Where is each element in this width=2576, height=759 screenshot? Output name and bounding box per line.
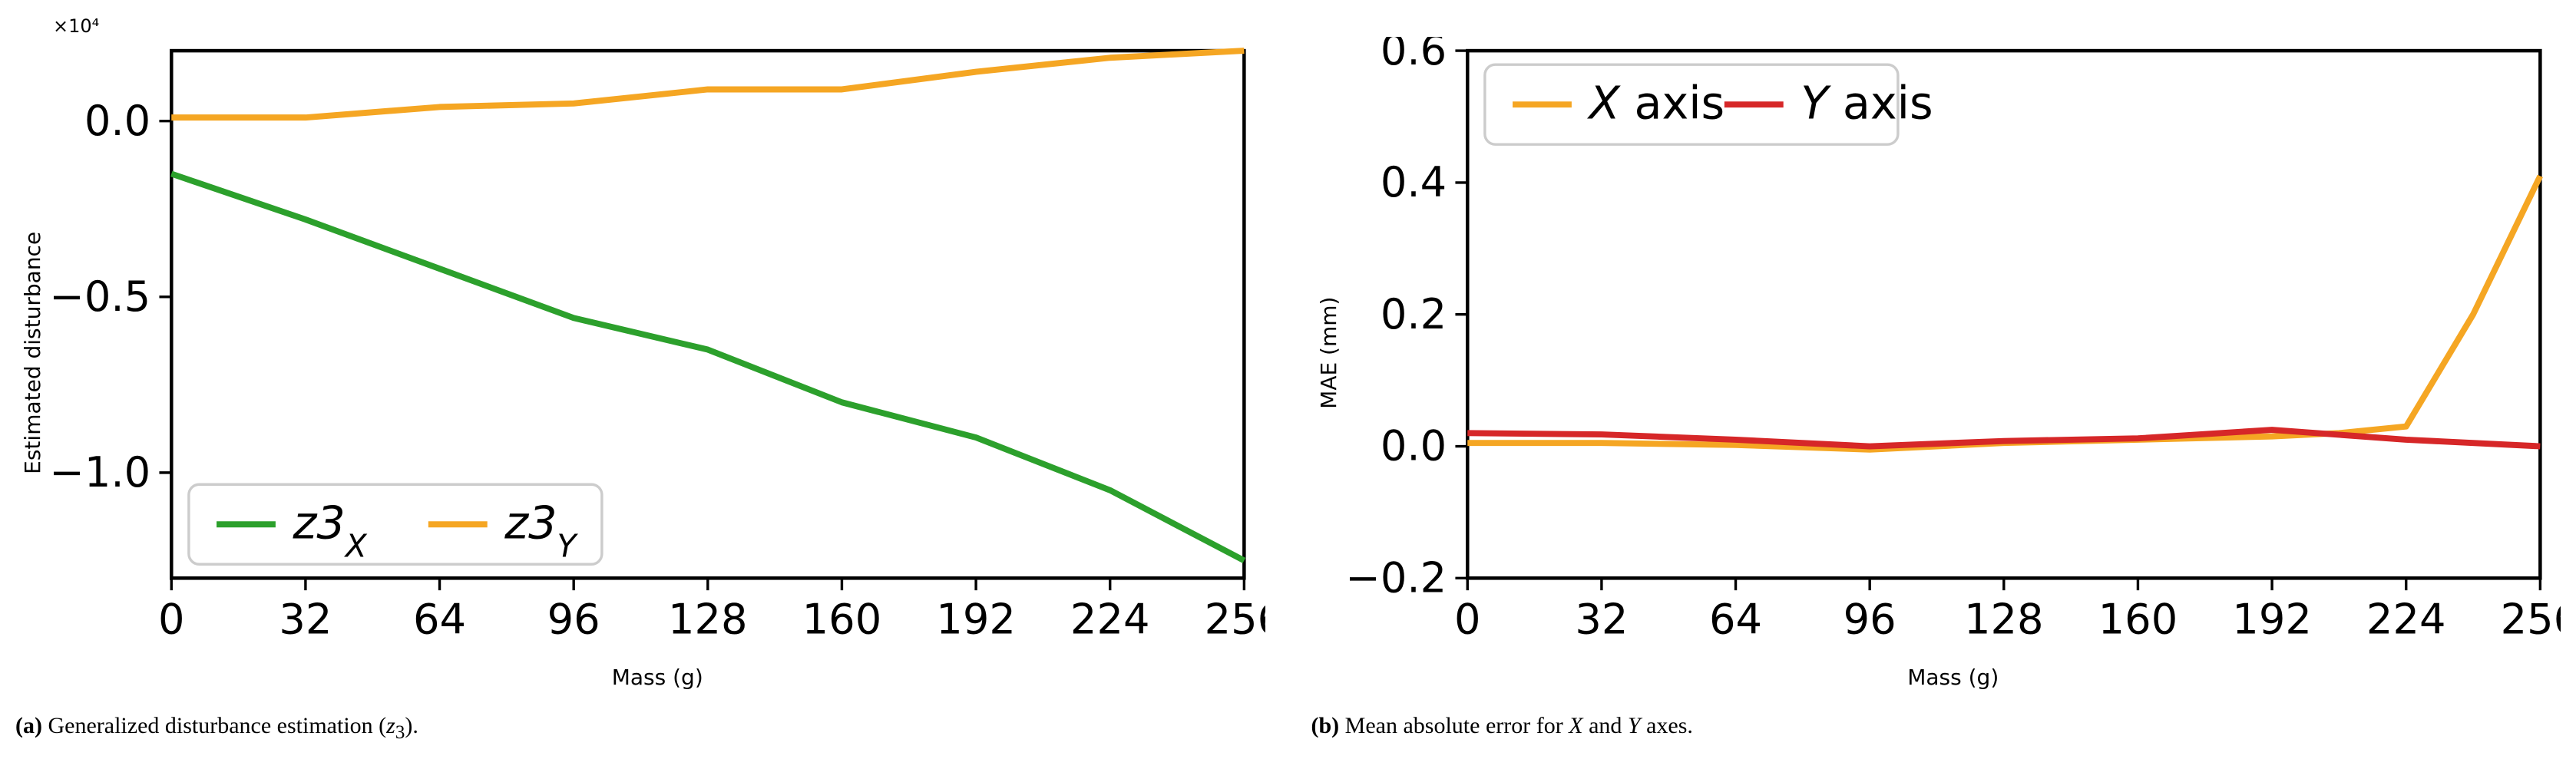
figure-row: Estimated disturbance ×10⁴ 0 32 64 96 128 160… xyxy=(15,15,2561,744)
panel-a-caption-bold: (a) xyxy=(15,713,42,738)
svg-text:256: 256 xyxy=(2500,596,2561,644)
svg-text:−1.0: −1.0 xyxy=(50,448,150,497)
panel-b-sci-exp xyxy=(1346,15,2561,37)
svg-text:32: 32 xyxy=(279,596,332,644)
svg-text:0.0: 0.0 xyxy=(1380,422,1446,470)
legend: z3Xz3Y xyxy=(189,484,602,564)
svg-text:X axis: X axis xyxy=(1586,76,1724,129)
panel-a-sci-exp: ×10⁴ xyxy=(50,15,1265,37)
svg-text:0.4: 0.4 xyxy=(1380,158,1446,206)
panel-b-xlabel: Mass (g) xyxy=(1346,665,2561,690)
svg-text:0: 0 xyxy=(158,596,185,644)
svg-text:192: 192 xyxy=(936,596,1016,644)
panel-b-ylabel: MAE (mm) xyxy=(1311,15,1346,690)
svg-text:224: 224 xyxy=(2366,596,2445,644)
panel-b-svg: 0 32 64 96 128 160 192 224 256 −0.2 0.0 0.2 0.4 0.6 X … xyxy=(1346,37,2561,662)
panel-b-caption-rest: Mean absolute error for X and Y axes. xyxy=(1339,713,1693,738)
svg-text:160: 160 xyxy=(2098,596,2178,644)
panel-b: MAE (mm) 0 32 64 96 128 160 192 224 256 −0.2 0.0 0.… xyxy=(1311,15,2561,744)
svg-text:128: 128 xyxy=(1964,596,2044,644)
svg-text:0: 0 xyxy=(1454,596,1481,644)
panel-a-plot-wrap: Estimated disturbance ×10⁴ 0 32 64 96 128 160… xyxy=(15,15,1265,690)
svg-text:Y axis: Y axis xyxy=(1801,76,1933,129)
svg-text:192: 192 xyxy=(2232,596,2312,644)
svg-text:128: 128 xyxy=(668,596,748,644)
panel-a: Estimated disturbance ×10⁴ 0 32 64 96 128 160… xyxy=(15,15,1265,744)
svg-text:160: 160 xyxy=(802,596,882,644)
svg-text:0.6: 0.6 xyxy=(1380,37,1446,74)
svg-text:−0.2: −0.2 xyxy=(1346,553,1447,602)
svg-text:256: 256 xyxy=(1205,596,1265,644)
svg-text:0.2: 0.2 xyxy=(1380,290,1446,338)
svg-text:96: 96 xyxy=(1843,596,1896,644)
svg-text:0.0: 0.0 xyxy=(84,97,150,145)
svg-text:96: 96 xyxy=(547,596,600,644)
series-x_axis_err xyxy=(1467,176,2540,450)
panel-b-plot-wrap: MAE (mm) 0 32 64 96 128 160 192 224 256 −0.2 0.0 0.… xyxy=(1311,15,2561,690)
panel-a-ylabel: Estimated disturbance xyxy=(15,15,50,690)
series-z3_Y xyxy=(171,51,1244,117)
legend: X axis Y axis xyxy=(1484,64,1933,144)
svg-text:32: 32 xyxy=(1575,596,1628,644)
svg-text:64: 64 xyxy=(413,596,466,644)
svg-text:224: 224 xyxy=(1070,596,1150,644)
panel-b-caption-bold: (b) xyxy=(1311,713,1340,738)
panel-a-plot-col: ×10⁴ 0 32 64 96 128 160 192 224 256 −1.0 −0.5 0.0 z3… xyxy=(50,15,1265,690)
panel-b-plot-col: 0 32 64 96 128 160 192 224 256 −0.2 0.0 0.2 0.4 0.6 X … xyxy=(1346,15,2561,690)
panel-b-caption: (b) Mean absolute error for X and Y axes… xyxy=(1311,713,2561,739)
panel-a-svg: 0 32 64 96 128 160 192 224 256 −1.0 −0.5 0.0 z3Xz3Y xyxy=(50,37,1265,662)
panel-a-caption-rest: Generalized disturbance estimation (z3). xyxy=(42,713,418,738)
panel-a-xlabel: Mass (g) xyxy=(50,665,1265,690)
svg-text:−0.5: −0.5 xyxy=(50,272,150,321)
panel-a-caption: (a) Generalized disturbance estimation (… xyxy=(15,713,1265,744)
svg-text:64: 64 xyxy=(1709,596,1762,644)
